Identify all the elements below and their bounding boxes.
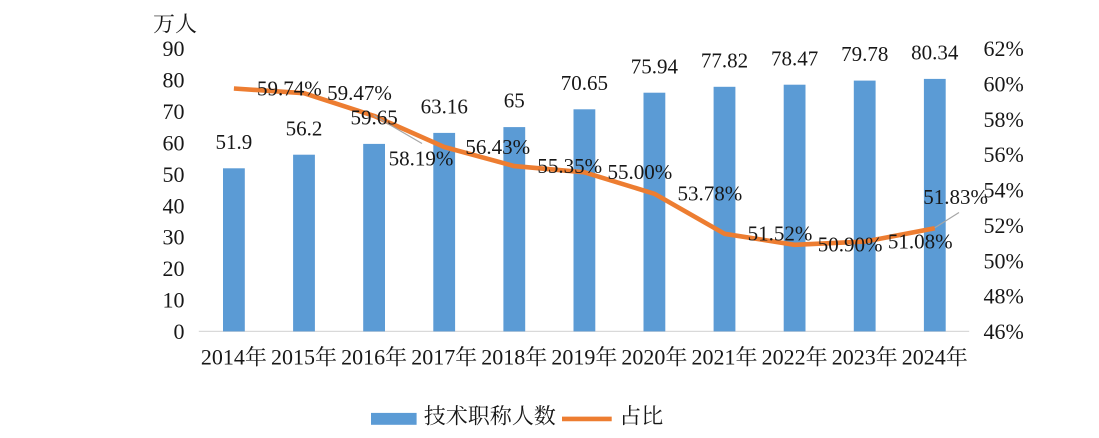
svg-text:80.34: 80.34 <box>911 41 959 65</box>
svg-text:2021: 2021 <box>692 345 736 370</box>
svg-text:59.74%: 59.74% <box>257 76 322 100</box>
svg-text:59.65: 59.65 <box>350 106 397 130</box>
svg-text:20: 20 <box>163 256 185 281</box>
svg-text:2020: 2020 <box>621 345 665 370</box>
svg-text:51.9: 51.9 <box>216 130 253 154</box>
svg-text:2019: 2019 <box>551 345 595 370</box>
svg-text:50: 50 <box>163 162 185 187</box>
svg-text:40: 40 <box>163 193 185 218</box>
svg-text:62%: 62% <box>984 36 1024 61</box>
svg-text:78.47: 78.47 <box>771 46 818 70</box>
svg-text:75.94: 75.94 <box>631 54 679 78</box>
svg-text:52%: 52% <box>984 213 1024 238</box>
svg-text:10: 10 <box>163 288 185 313</box>
svg-text:70: 70 <box>163 99 185 124</box>
svg-text:2024: 2024 <box>902 345 946 370</box>
svg-text:65: 65 <box>504 89 525 113</box>
svg-text:70.65: 70.65 <box>561 71 608 95</box>
svg-text:90: 90 <box>163 36 185 61</box>
svg-text:2023: 2023 <box>832 345 876 370</box>
svg-text:50%: 50% <box>984 248 1024 273</box>
svg-text:51.08%: 51.08% <box>888 230 953 254</box>
svg-text:58.19%: 58.19% <box>389 147 454 171</box>
svg-text:2017: 2017 <box>411 345 455 370</box>
svg-text:2022: 2022 <box>762 345 806 370</box>
svg-text:77.82: 77.82 <box>701 48 748 72</box>
svg-text:56%: 56% <box>984 142 1024 167</box>
svg-text:30: 30 <box>163 225 185 250</box>
svg-text:2015: 2015 <box>271 345 315 370</box>
svg-text:56.2: 56.2 <box>286 116 323 140</box>
svg-text:60: 60 <box>163 130 185 155</box>
svg-text:55.00%: 55.00% <box>608 160 673 184</box>
svg-text:59.47%: 59.47% <box>327 81 392 105</box>
svg-text:55.35%: 55.35% <box>537 154 602 178</box>
svg-text:0: 0 <box>174 319 185 344</box>
svg-text:58%: 58% <box>984 107 1024 132</box>
svg-text:48%: 48% <box>984 284 1024 309</box>
svg-text:80: 80 <box>163 68 185 93</box>
svg-text:53.78%: 53.78% <box>678 182 743 206</box>
svg-text:46%: 46% <box>984 319 1024 344</box>
svg-text:50.90%: 50.90% <box>818 233 883 257</box>
svg-text:54%: 54% <box>984 178 1024 203</box>
svg-text:2014: 2014 <box>201 345 245 370</box>
svg-text:56.43%: 56.43% <box>465 135 530 159</box>
svg-text:51.52%: 51.52% <box>748 222 813 246</box>
svg-text:63.16: 63.16 <box>421 95 468 119</box>
svg-text:2016: 2016 <box>341 345 385 370</box>
svg-text:51.83%: 51.83% <box>923 185 988 209</box>
svg-text:79.78: 79.78 <box>841 42 888 66</box>
svg-text:60%: 60% <box>984 72 1024 97</box>
svg-text:2018: 2018 <box>481 345 525 370</box>
